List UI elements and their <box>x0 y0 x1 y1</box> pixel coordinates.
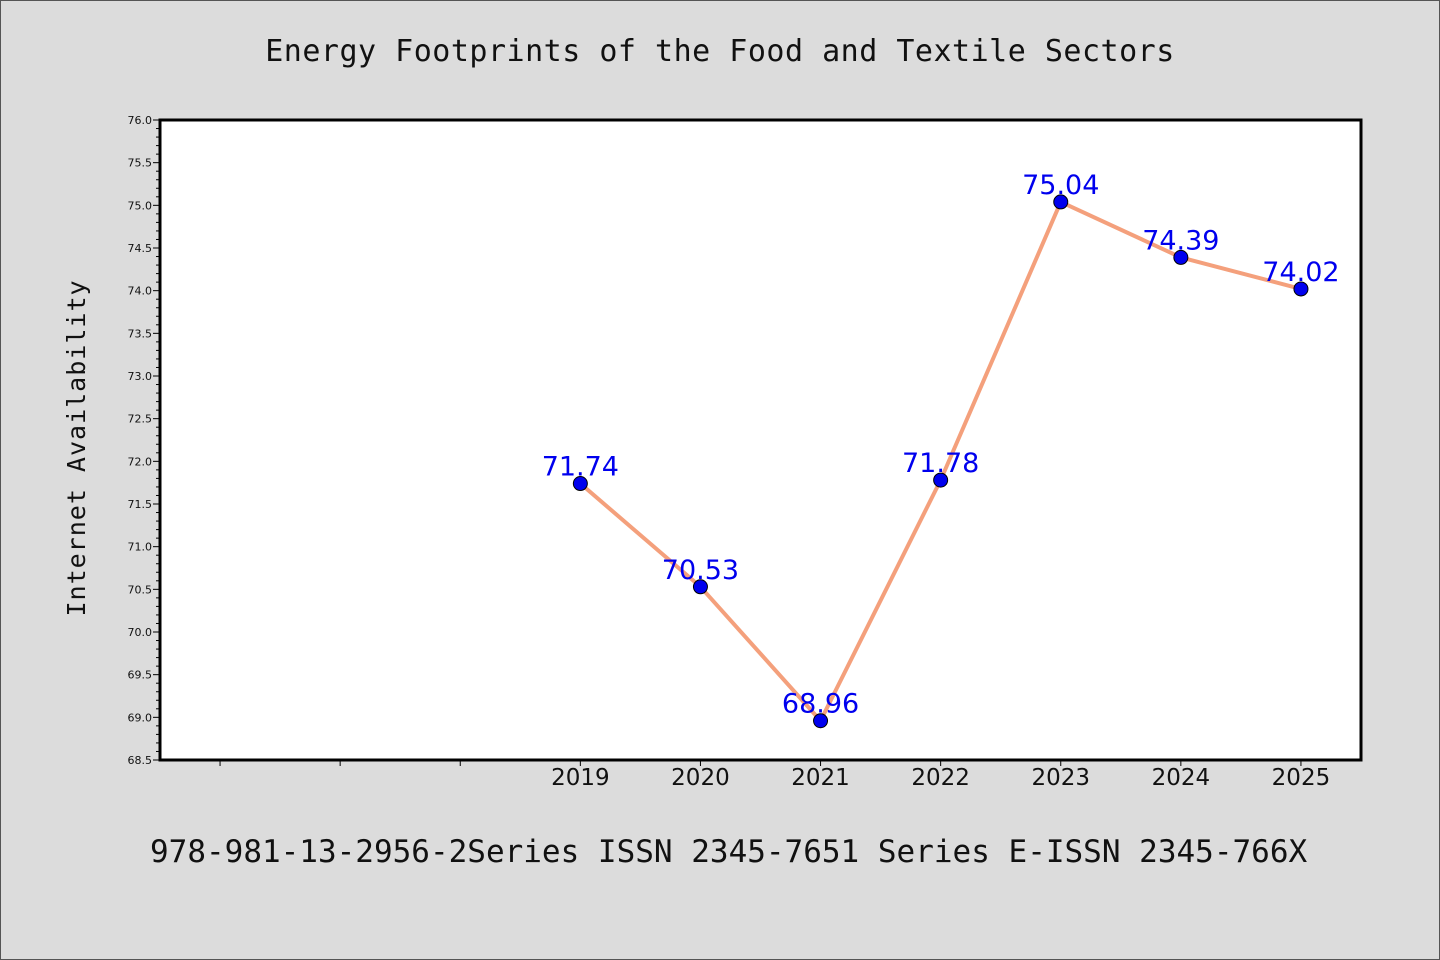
y-tick-label: 70.0 <box>128 626 153 639</box>
data-label: 68.96 <box>782 689 859 720</box>
y-tick-label: 68.5 <box>128 754 153 767</box>
footer-isbn-text: 978-981-13-2956-2Series ISSN 2345-7651 S… <box>150 834 1308 870</box>
y-tick-label: 69.5 <box>128 669 153 682</box>
y-tick-label: 71.0 <box>128 541 153 554</box>
x-tick-label: 2019 <box>551 765 610 791</box>
data-label: 74.39 <box>1142 225 1219 256</box>
y-tick-label: 73.5 <box>128 327 153 340</box>
data-point <box>692 579 708 595</box>
data-point <box>813 713 829 729</box>
y-axis-label: Internet Availability <box>62 279 91 616</box>
x-tick-label: 2024 <box>1152 765 1211 791</box>
x-axis: 2019 2020 2021 2022 2023 2024 2025 <box>219 760 1331 791</box>
y-tick-label: 75.0 <box>128 199 153 212</box>
y-tick-label: 74.5 <box>128 242 153 255</box>
x-tick-label: 2021 <box>791 765 850 791</box>
series-group: 71.74 70.53 68.96 71.78 75.04 74.39 74.02 <box>542 170 1340 729</box>
data-label: 70.53 <box>662 555 739 586</box>
y-tick-label: 69.0 <box>128 711 153 724</box>
x-tick-label: 2025 <box>1272 765 1331 791</box>
plot-area <box>158 118 1363 762</box>
y-axis: 68.5 69.0 69.5 70.0 70.5 71.0 71.5 72.0 72.5 73.0… <box>128 114 160 767</box>
data-label: 74.02 <box>1262 257 1339 288</box>
y-tick-label: 71.5 <box>128 498 153 511</box>
data-point <box>572 476 588 492</box>
y-tick-label: 70.5 <box>128 583 153 596</box>
data-point <box>1173 249 1189 265</box>
x-tick-label: 2020 <box>671 765 730 791</box>
y-tick-label: 75.5 <box>128 157 153 170</box>
data-point <box>1053 194 1069 210</box>
x-tick-label: 2023 <box>1031 765 1090 791</box>
y-tick-label: 72.0 <box>128 455 153 468</box>
y-tick-label: 73.0 <box>128 370 153 383</box>
data-label: 71.74 <box>542 452 619 483</box>
y-tick-label: 74.0 <box>128 285 153 298</box>
data-label: 71.78 <box>902 448 979 479</box>
y-tick-label: 72.5 <box>128 413 153 426</box>
y-tick-label: 76.0 <box>128 114 153 127</box>
data-point <box>933 472 949 488</box>
chart-title: Energy Footprints of the Food and Textil… <box>265 34 1175 69</box>
data-point <box>1293 281 1309 297</box>
x-tick-label: 2022 <box>911 765 970 791</box>
data-label: 75.04 <box>1022 170 1099 201</box>
